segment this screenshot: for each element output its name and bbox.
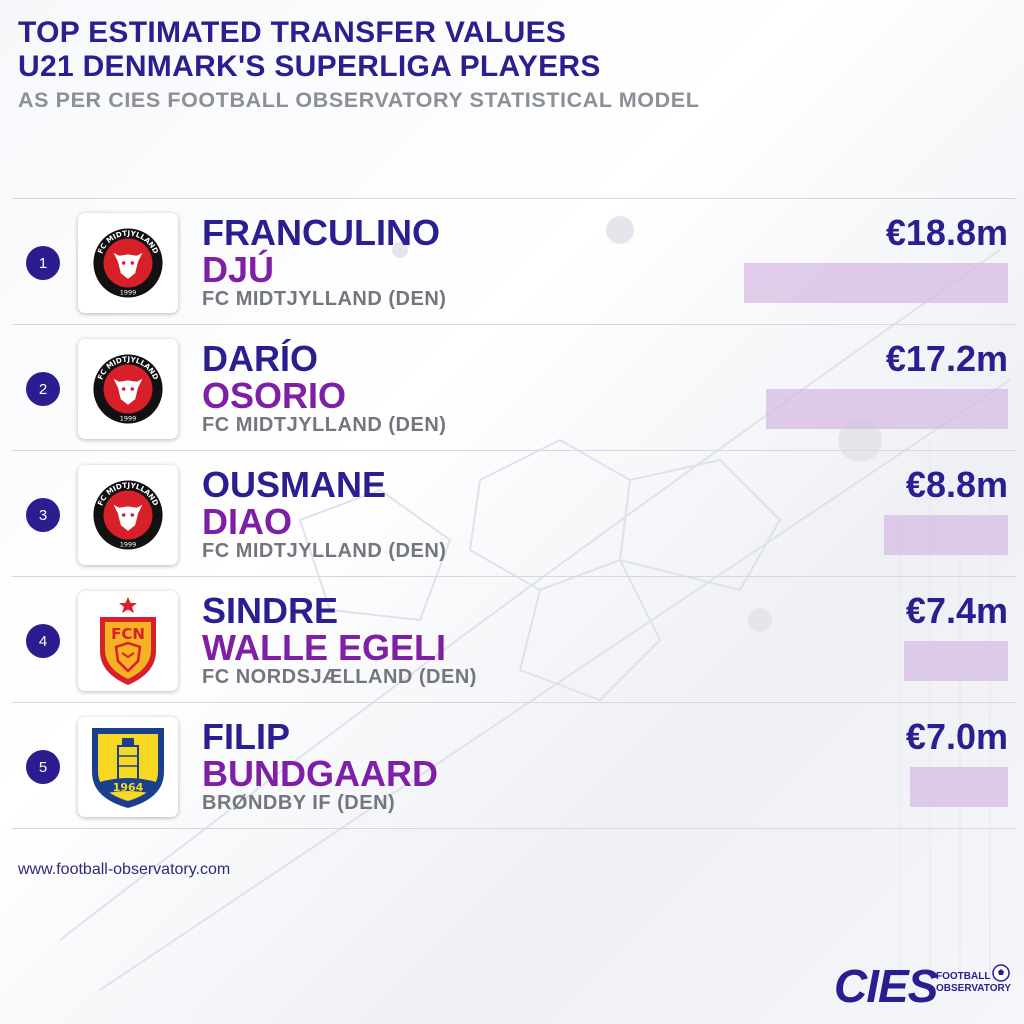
- nordsjaelland-crest-text: FCN: [111, 625, 145, 643]
- rank-badge: 2: [26, 372, 60, 406]
- chart-title-line1: TOP ESTIMATED TRANSFER VALUES: [18, 16, 567, 49]
- club-logo: 1964: [78, 717, 178, 817]
- cies-subtitle-line1: FOOTBALL: [936, 971, 991, 982]
- club-logo: FCN: [78, 591, 178, 691]
- cies-subtitle: FOOTBALL OBSERVATORY: [936, 971, 1011, 995]
- player-last-name: OSORIO: [202, 375, 347, 416]
- value-bar: [766, 389, 1008, 429]
- club-logo: FC MIDTJYLLAND 1999: [78, 339, 178, 439]
- player-first-name: DARÍO: [202, 338, 318, 379]
- brondby-crest-year: 1964: [113, 781, 144, 794]
- midtjylland-crest-year: 1999: [120, 289, 136, 297]
- player-first-name: SINDRE: [202, 590, 339, 631]
- brondby-crest-icon: 1964: [92, 728, 164, 808]
- club-logo: FC MIDTJYLLAND 1999: [78, 213, 178, 313]
- cies-logo: CIES FOOTBALL OBSERVATORY: [834, 958, 1014, 1014]
- player-first-name: FILIP: [202, 716, 290, 757]
- rank-badge: 1: [26, 246, 60, 280]
- value-label: €7.0m: [905, 716, 1008, 757]
- player-club: BRØNDBY IF (DEN): [202, 792, 396, 814]
- player-club: FC MIDTJYLLAND (DEN): [202, 540, 447, 562]
- player-last-name: WALLE EGELI: [202, 627, 447, 668]
- player-club: FC MIDTJYLLAND (DEN): [202, 288, 447, 310]
- player-first-name: FRANCULINO: [202, 212, 440, 253]
- player-last-name: DIAO: [202, 501, 292, 542]
- player-row-1: 1 FC MIDTJYLLAND 1999 FRANCULINO DJÚ FC M…: [12, 198, 1016, 324]
- player-ranking-list: 1 FC MIDTJYLLAND 1999 FRANCULINO DJÚ FC M…: [12, 198, 1016, 829]
- chart-title-line2: U21 DENMARK'S SUPERLIGA PLAYERS: [18, 50, 601, 83]
- player-row-2: 2 FC MIDTJYLLAND 1999 DARÍO OSORIO FC MID…: [12, 324, 1016, 450]
- value-bar: [910, 767, 1008, 807]
- player-last-name: BUNDGAARD: [202, 753, 438, 794]
- player-club: FC MIDTJYLLAND (DEN): [202, 414, 447, 436]
- player-row-5: 5 1964 FILIP BUNDGAARD BRØNDBY IF (DEN) …: [12, 702, 1016, 829]
- cies-subtitle-line2: OBSERVATORY: [936, 983, 1012, 994]
- rank-badge: 5: [26, 750, 60, 784]
- player-row-4: 4 FCN SINDRE WALLE EGELI FC NORDSJÆLLAND…: [12, 576, 1016, 702]
- website-url: www.football-observatory.com: [18, 861, 231, 878]
- value-label: €18.8m: [885, 212, 1008, 253]
- player-first-name: OUSMANE: [202, 464, 387, 505]
- rank-badge: 4: [26, 624, 60, 658]
- midtjylland-crest-year: 1999: [120, 541, 136, 549]
- value-label: €7.4m: [905, 590, 1008, 631]
- player-row-3: 3 FC MIDTJYLLAND 1999 OUSMANE DIAO FC MID…: [12, 450, 1016, 576]
- chart-header: TOP ESTIMATED TRANSFER VALUES U21 DENMAR…: [18, 16, 699, 113]
- chart-subtitle: AS PER CIES FOOTBALL OBSERVATORY STATIST…: [18, 88, 700, 112]
- value-bar: [904, 641, 1008, 681]
- midtjylland-crest-year: 1999: [120, 415, 136, 423]
- rank-badge: 3: [26, 498, 60, 532]
- nordsjaelland-crest-icon: FCN: [100, 597, 156, 685]
- value-label: €8.8m: [905, 464, 1008, 505]
- value-bar: [884, 515, 1008, 555]
- value-label: €17.2m: [885, 338, 1008, 379]
- cies-wordmark: CIES: [834, 960, 938, 1012]
- player-last-name: DJÚ: [202, 249, 275, 290]
- football-icon: [992, 964, 1010, 982]
- value-bar: [744, 263, 1008, 303]
- player-club: FC NORDSJÆLLAND (DEN): [202, 666, 477, 688]
- club-logo: FC MIDTJYLLAND 1999: [78, 465, 178, 565]
